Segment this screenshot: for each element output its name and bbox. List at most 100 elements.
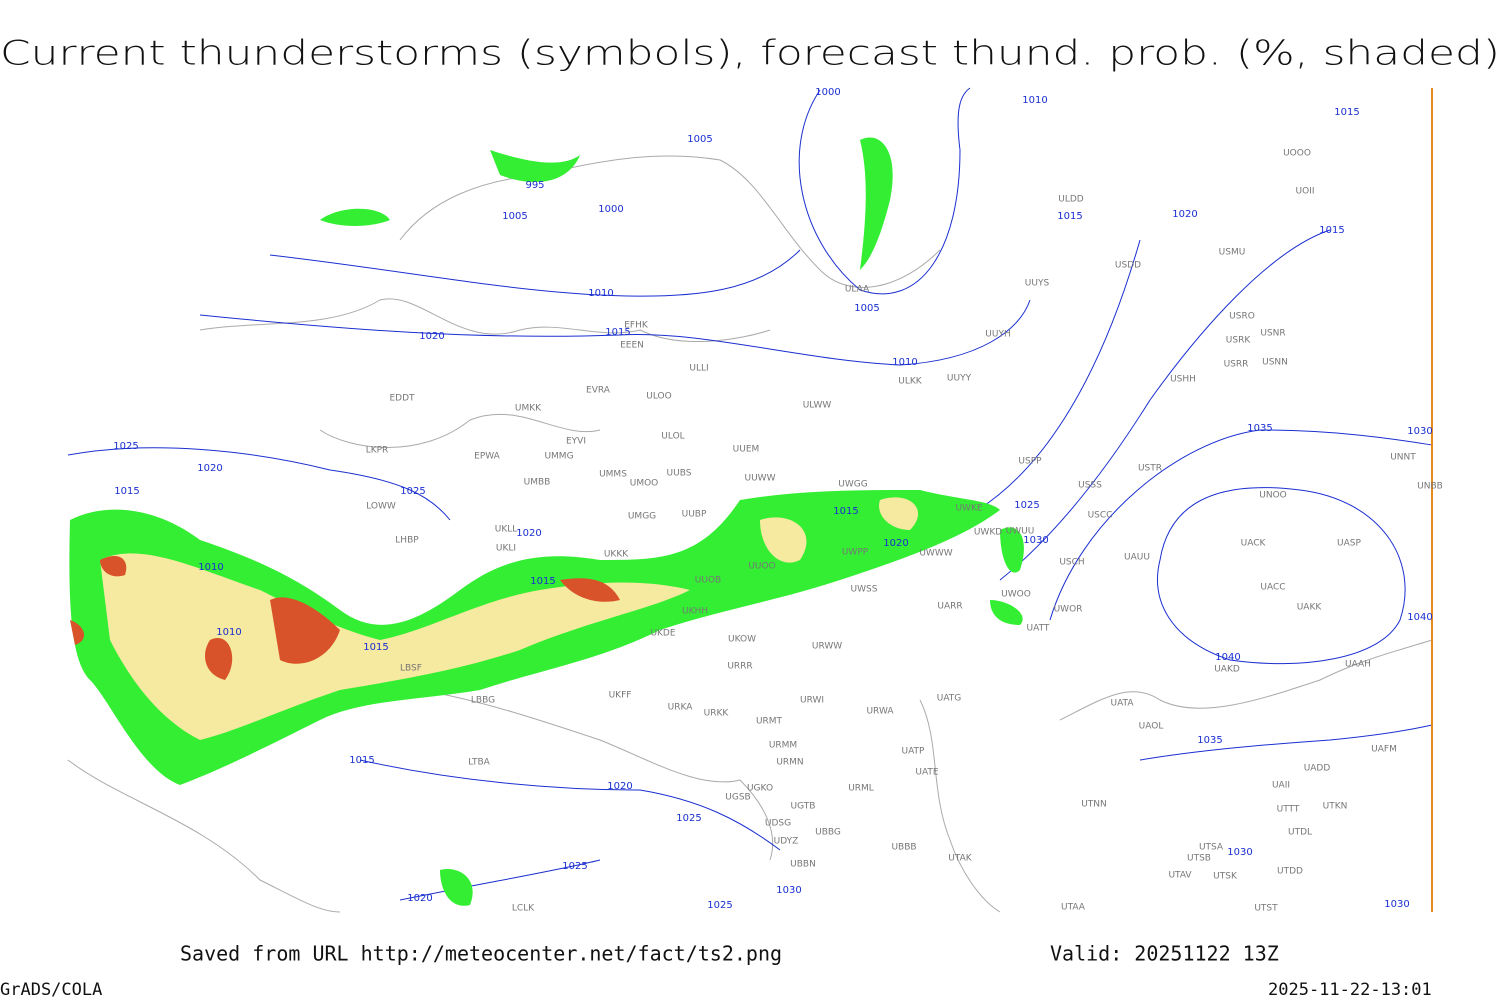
station-label: LTBA bbox=[468, 758, 490, 768]
thunder-probability bbox=[69, 137, 1024, 906]
title: Current thunderstorms (symbols), forecas… bbox=[0, 34, 1500, 74]
station-label: UNBB bbox=[1417, 482, 1443, 492]
station-label: UGTB bbox=[791, 802, 816, 812]
station-label: EPWA bbox=[474, 452, 501, 462]
station-label: UTTT bbox=[1277, 805, 1300, 815]
station-label: UAII bbox=[1272, 781, 1290, 791]
station-label: UATT bbox=[1027, 624, 1050, 634]
isobar-label: 1000 bbox=[598, 204, 623, 215]
station-label: UKHH bbox=[682, 607, 708, 617]
isobar-label: 1030 bbox=[1384, 899, 1409, 910]
station-label: UWPP bbox=[842, 548, 869, 558]
station-label: EYVI bbox=[566, 437, 586, 447]
station-label: UBBB bbox=[891, 843, 916, 853]
station-label: ULKK bbox=[898, 377, 923, 387]
station-label: UKDE bbox=[650, 629, 675, 639]
station-label: UWUU bbox=[1006, 527, 1035, 537]
station-label: EFHK bbox=[624, 321, 649, 331]
station-label: UUWW bbox=[745, 474, 776, 484]
source-url: Saved from URL http://meteocenter.net/fa… bbox=[180, 942, 782, 966]
station-label: UMGG bbox=[628, 512, 656, 522]
station-label: UKLL bbox=[495, 525, 518, 535]
station-label: UTSB bbox=[1187, 854, 1211, 864]
station-label: UBBG bbox=[815, 828, 841, 838]
station-label: LCLK bbox=[512, 904, 535, 914]
station-label: ULWW bbox=[803, 401, 832, 411]
station-label: UUYH bbox=[985, 330, 1010, 340]
station-label: EDDT bbox=[389, 394, 415, 404]
station-label: UNNT bbox=[1390, 453, 1416, 463]
isobar-label: 995 bbox=[525, 180, 544, 191]
station-label: ULOO bbox=[646, 392, 671, 402]
isobar-label: 1015 bbox=[114, 486, 139, 497]
station-label: UTSK bbox=[1213, 872, 1238, 882]
map-labels: 1000 1010 1015 1005 995 1000 1005 1015 1020 1015 1… bbox=[113, 87, 1443, 914]
station-label: UACC bbox=[1260, 583, 1285, 593]
isobar-label: 1025 bbox=[1014, 500, 1039, 511]
station-label: UGSB bbox=[725, 793, 750, 803]
station-label: URMM bbox=[769, 741, 797, 751]
station-label: EEEN bbox=[620, 341, 644, 351]
station-label: UUYY bbox=[947, 374, 972, 384]
isobar-label: 1015 bbox=[833, 506, 858, 517]
station-label: UTAA bbox=[1061, 903, 1086, 913]
station-label: UMOO bbox=[630, 479, 659, 489]
isobar-label: 1020 bbox=[197, 463, 222, 474]
isobar-label: 1015 bbox=[605, 327, 630, 338]
isobar-label: 1010 bbox=[216, 627, 241, 638]
station-label: UWKE bbox=[955, 504, 982, 514]
station-label: ULAA bbox=[845, 285, 870, 295]
station-label: UUOB bbox=[695, 576, 721, 586]
station-label: USMU bbox=[1219, 248, 1246, 258]
station-label: ULOL bbox=[661, 432, 684, 442]
station-label: UTST bbox=[1254, 904, 1278, 914]
station-label: UWWW bbox=[919, 549, 952, 559]
station-label: USCC bbox=[1088, 511, 1113, 521]
station-label: UKLI bbox=[496, 544, 516, 554]
station-label: UATE bbox=[915, 768, 939, 778]
station-label: URKA bbox=[668, 703, 694, 713]
isobar-label: 1015 bbox=[1319, 225, 1344, 236]
station-label: UGKO bbox=[747, 784, 773, 794]
station-label: UUEM bbox=[733, 445, 760, 455]
station-label: USNN bbox=[1262, 358, 1288, 368]
station-label: UUYS bbox=[1025, 279, 1050, 289]
timestamp: 2025-11-22-13:01 bbox=[1268, 980, 1432, 1000]
color-bar-edge bbox=[1431, 88, 1433, 912]
station-label: UMKK bbox=[515, 404, 542, 414]
station-label: UDYZ bbox=[774, 837, 799, 847]
isobar-label: 1025 bbox=[676, 813, 701, 824]
isobar-label: 1025 bbox=[707, 900, 732, 911]
isobar-label: 1005 bbox=[854, 303, 879, 314]
station-label: UTSA bbox=[1199, 843, 1224, 853]
isobar-label: 1015 bbox=[1057, 211, 1082, 222]
isobar-label: 1000 bbox=[815, 87, 840, 98]
station-label: UMMG bbox=[544, 452, 573, 462]
isobar-label: 1040 bbox=[1215, 652, 1240, 663]
station-label: URML bbox=[848, 784, 874, 794]
isobar-label: 1005 bbox=[502, 211, 527, 222]
isobar-label: 1025 bbox=[113, 441, 138, 452]
isobar-label: 1035 bbox=[1197, 735, 1222, 746]
station-label: UBBN bbox=[790, 860, 816, 870]
station-label: UMBB bbox=[524, 478, 551, 488]
isobar-label: 1040 bbox=[1407, 612, 1432, 623]
station-label: URMN bbox=[776, 758, 803, 768]
station-label: UTAV bbox=[1168, 871, 1192, 881]
station-label: URRR bbox=[727, 662, 752, 672]
station-label: UWKD bbox=[974, 528, 1002, 538]
isobar-label: 1015 bbox=[363, 642, 388, 653]
station-label: UUOO bbox=[748, 562, 775, 572]
station-label: UTDD bbox=[1277, 867, 1303, 877]
station-label: USHH bbox=[1170, 375, 1196, 385]
station-label: UKKK bbox=[604, 550, 629, 560]
coastlines bbox=[67, 155, 1433, 913]
station-label: UKFF bbox=[609, 691, 632, 701]
station-label: UATG bbox=[937, 694, 962, 704]
station-label: UACK bbox=[1241, 539, 1267, 549]
station-label: LOWW bbox=[366, 502, 396, 512]
station-label: UATP bbox=[902, 747, 926, 757]
station-label: UAKK bbox=[1297, 603, 1323, 613]
isobar-label: 1020 bbox=[883, 538, 908, 549]
